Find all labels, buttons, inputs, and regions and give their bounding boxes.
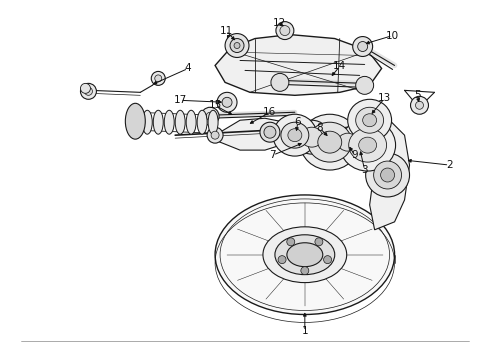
Ellipse shape xyxy=(332,127,364,157)
Ellipse shape xyxy=(363,114,377,127)
Text: 12: 12 xyxy=(273,18,287,28)
Text: 14: 14 xyxy=(333,62,346,71)
Circle shape xyxy=(366,153,410,197)
Circle shape xyxy=(416,101,423,109)
Text: 10: 10 xyxy=(386,31,399,41)
Text: 3: 3 xyxy=(361,165,368,175)
Circle shape xyxy=(225,33,249,58)
Ellipse shape xyxy=(273,114,317,156)
Ellipse shape xyxy=(318,131,342,153)
Circle shape xyxy=(356,76,374,94)
Text: 6: 6 xyxy=(294,117,301,127)
Circle shape xyxy=(411,96,428,114)
Circle shape xyxy=(84,87,93,95)
Ellipse shape xyxy=(359,137,377,153)
Ellipse shape xyxy=(281,122,309,148)
Text: 13: 13 xyxy=(378,93,391,103)
Circle shape xyxy=(201,107,219,125)
Ellipse shape xyxy=(263,227,347,283)
Ellipse shape xyxy=(356,107,384,133)
Circle shape xyxy=(206,112,214,120)
Circle shape xyxy=(264,126,276,138)
Polygon shape xyxy=(210,118,298,150)
Ellipse shape xyxy=(215,195,394,315)
Text: 17: 17 xyxy=(173,95,187,105)
Ellipse shape xyxy=(164,110,174,134)
Circle shape xyxy=(217,92,237,112)
Circle shape xyxy=(155,75,162,82)
Circle shape xyxy=(276,22,294,40)
Ellipse shape xyxy=(349,128,387,162)
Circle shape xyxy=(271,73,289,91)
Circle shape xyxy=(358,41,368,51)
Text: 7: 7 xyxy=(270,150,276,160)
Circle shape xyxy=(301,267,309,275)
Circle shape xyxy=(280,26,290,36)
Text: 16: 16 xyxy=(263,107,276,117)
Circle shape xyxy=(323,256,332,264)
Ellipse shape xyxy=(287,243,323,267)
Circle shape xyxy=(230,39,244,53)
Text: 2: 2 xyxy=(446,160,453,170)
Ellipse shape xyxy=(338,133,358,151)
Text: 9: 9 xyxy=(351,150,358,160)
Ellipse shape xyxy=(348,99,392,141)
Ellipse shape xyxy=(208,110,218,134)
Text: 11: 11 xyxy=(220,26,233,36)
Text: 5: 5 xyxy=(414,90,421,100)
Ellipse shape xyxy=(288,129,302,141)
Circle shape xyxy=(287,238,295,246)
Circle shape xyxy=(207,127,223,143)
Circle shape xyxy=(353,37,372,57)
Ellipse shape xyxy=(186,110,196,134)
Circle shape xyxy=(80,84,97,99)
Ellipse shape xyxy=(294,120,330,154)
Ellipse shape xyxy=(197,110,207,134)
Polygon shape xyxy=(368,120,410,230)
Circle shape xyxy=(381,168,394,182)
Text: 8: 8 xyxy=(317,123,323,133)
Text: 1: 1 xyxy=(301,327,308,336)
Ellipse shape xyxy=(301,127,323,147)
Text: 15: 15 xyxy=(208,100,221,110)
Text: 4: 4 xyxy=(185,63,192,73)
Circle shape xyxy=(151,71,165,85)
Circle shape xyxy=(315,238,323,246)
Circle shape xyxy=(234,42,240,49)
Polygon shape xyxy=(215,35,382,95)
Ellipse shape xyxy=(275,235,335,275)
Ellipse shape xyxy=(125,103,145,139)
Circle shape xyxy=(222,97,232,107)
Circle shape xyxy=(80,84,91,93)
Circle shape xyxy=(278,256,286,264)
Circle shape xyxy=(211,131,219,139)
Ellipse shape xyxy=(308,122,352,162)
Circle shape xyxy=(260,122,280,142)
Ellipse shape xyxy=(142,110,152,134)
Ellipse shape xyxy=(153,110,163,134)
Ellipse shape xyxy=(175,110,185,134)
Ellipse shape xyxy=(300,114,360,170)
Ellipse shape xyxy=(340,119,395,171)
Circle shape xyxy=(374,161,401,189)
